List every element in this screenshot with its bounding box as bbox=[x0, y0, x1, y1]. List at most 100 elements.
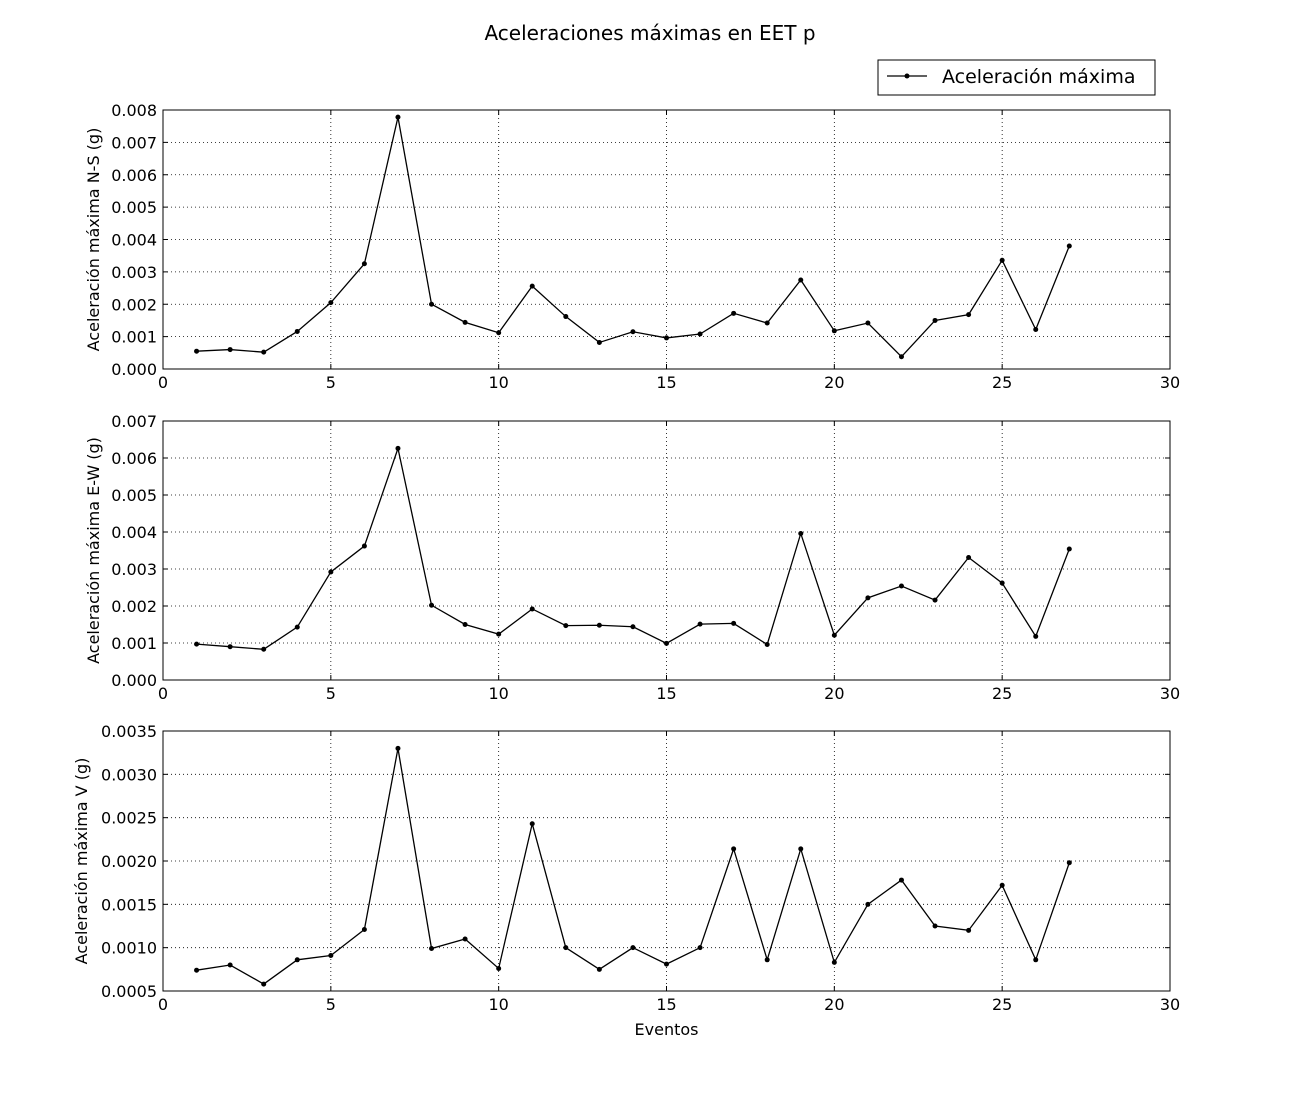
data-point bbox=[664, 961, 669, 967]
y-tick-label: 0.005 bbox=[111, 486, 157, 505]
data-point bbox=[194, 967, 200, 973]
legend: Aceleración máxima bbox=[877, 59, 1156, 96]
chart-title: Aceleraciones máximas en EET p bbox=[484, 21, 815, 45]
data-point bbox=[731, 310, 737, 316]
y-tick-label: 0.003 bbox=[111, 263, 157, 282]
y-tick-label: 0.004 bbox=[111, 231, 157, 250]
subplot-2: 0 5 10 15 20 25 30 0.000 0.001 0.002 0.003 0.004 0.0… bbox=[84, 412, 1180, 703]
data-point bbox=[462, 936, 468, 942]
data-point bbox=[563, 945, 569, 951]
data-point bbox=[630, 945, 636, 951]
x-tick-label: 20 bbox=[824, 684, 844, 703]
data-point bbox=[328, 952, 334, 958]
plot-area-frame bbox=[162, 420, 1171, 681]
x-tick-label: 20 bbox=[824, 995, 844, 1014]
data-point bbox=[261, 646, 267, 652]
subplots: 0 5 10 15 20 25 30 0.000 0.001 0.002 0.003 0.004 0.0… bbox=[72, 101, 1180, 1039]
x-tick-label: 0 bbox=[158, 373, 168, 392]
data-point bbox=[999, 882, 1005, 888]
data-point bbox=[798, 530, 804, 536]
legend-frame bbox=[877, 59, 1156, 96]
data-point bbox=[932, 597, 938, 603]
y-tick-label: 0.006 bbox=[111, 166, 157, 185]
data-point bbox=[798, 846, 804, 852]
x-tick-label: 15 bbox=[656, 995, 676, 1014]
x-tick-label: 15 bbox=[656, 373, 676, 392]
data-point bbox=[529, 606, 535, 612]
data-point bbox=[227, 644, 233, 650]
data-point bbox=[966, 312, 972, 318]
legend-marker-swatch bbox=[904, 73, 910, 79]
data-point bbox=[831, 632, 837, 638]
data-point bbox=[496, 330, 502, 336]
data-point bbox=[429, 301, 435, 307]
y-tick-label: 0.0020 bbox=[101, 852, 157, 871]
data-point bbox=[596, 966, 602, 972]
y-tick-label: 0.0010 bbox=[101, 939, 157, 958]
y-tick-label: 0.006 bbox=[111, 449, 157, 468]
y-axis-label: Aceleración máxima N-S (g) bbox=[84, 128, 103, 352]
data-point bbox=[227, 347, 233, 353]
y-tick-label: 0.001 bbox=[111, 328, 157, 347]
data-point bbox=[429, 946, 435, 952]
x-tick-label: 10 bbox=[488, 684, 508, 703]
data-point bbox=[664, 335, 669, 341]
series-line bbox=[196, 445, 1070, 650]
data-point bbox=[999, 257, 1005, 263]
data-point bbox=[563, 314, 569, 320]
data-point bbox=[731, 620, 737, 626]
y-tick-label: 0.007 bbox=[111, 133, 157, 152]
data-point bbox=[898, 354, 904, 360]
data-point bbox=[395, 445, 401, 451]
y-axis-label: Aceleración máxima V (g) bbox=[72, 758, 91, 965]
data-point bbox=[865, 595, 871, 601]
data-point bbox=[697, 945, 703, 951]
data-point bbox=[563, 623, 569, 629]
data-point bbox=[261, 981, 267, 987]
x-tick-label: 25 bbox=[992, 684, 1012, 703]
data-point bbox=[1066, 243, 1072, 249]
x-tick-label: 25 bbox=[992, 373, 1012, 392]
data-point bbox=[294, 328, 300, 334]
data-point bbox=[898, 877, 904, 883]
data-point bbox=[328, 569, 334, 575]
x-tick-label: 30 bbox=[1160, 995, 1180, 1014]
data-point bbox=[966, 927, 972, 933]
y-tick-label: 0.001 bbox=[111, 634, 157, 653]
data-point bbox=[328, 300, 334, 306]
data-point bbox=[898, 583, 904, 589]
data-point bbox=[194, 641, 200, 647]
data-point bbox=[361, 261, 367, 267]
x-tick-label: 5 bbox=[326, 373, 336, 392]
data-point bbox=[865, 901, 871, 907]
x-tick-label: 25 bbox=[992, 995, 1012, 1014]
data-point bbox=[1033, 327, 1039, 333]
data-point bbox=[1066, 860, 1072, 866]
x-tick-label: 5 bbox=[326, 995, 336, 1014]
subplot-3: 0 5 10 15 20 25 30 0.0005 0.0010 0.0015 0.0020 0.00… bbox=[72, 722, 1180, 1039]
data-point bbox=[764, 641, 770, 647]
data-point bbox=[831, 328, 837, 334]
data-point bbox=[294, 624, 300, 630]
y-tick-label: 0.007 bbox=[111, 412, 157, 431]
legend-label: Aceleración máxima bbox=[942, 66, 1135, 88]
y-tick-label: 0.0015 bbox=[101, 895, 157, 914]
data-point bbox=[227, 962, 233, 968]
data-point bbox=[596, 339, 602, 345]
data-point bbox=[1066, 546, 1072, 552]
data-point bbox=[1033, 633, 1039, 639]
data-point bbox=[764, 957, 770, 963]
x-tick-label: 0 bbox=[158, 995, 168, 1014]
data-point bbox=[529, 821, 535, 827]
data-point bbox=[429, 602, 435, 608]
y-tick-label: 0.002 bbox=[111, 295, 157, 314]
data-point bbox=[865, 320, 871, 326]
data-point bbox=[395, 745, 401, 751]
series-line bbox=[196, 116, 1070, 358]
y-tick-label: 0.000 bbox=[111, 671, 157, 690]
y-tick-label: 0.0025 bbox=[101, 809, 157, 828]
data-point bbox=[966, 555, 972, 561]
y-tick-label: 0.004 bbox=[111, 523, 157, 542]
y-tick-label: 0.003 bbox=[111, 560, 157, 579]
